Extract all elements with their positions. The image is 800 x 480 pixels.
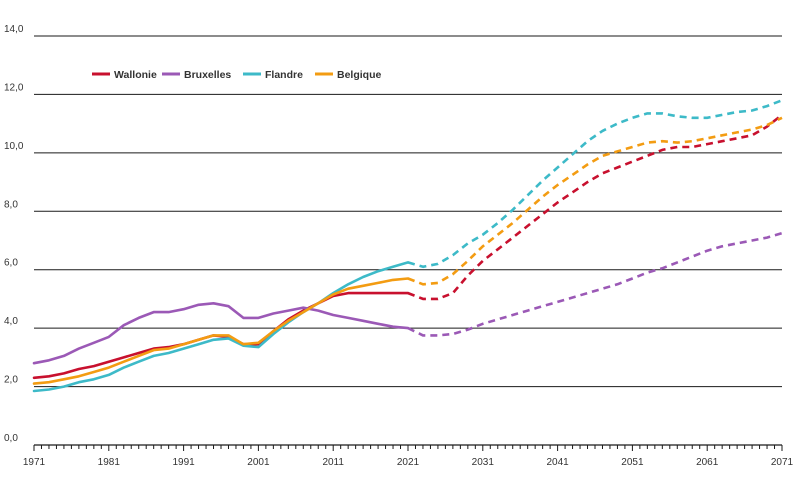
x-tick-label: 2031 bbox=[472, 457, 495, 468]
series-line-bruxelles-projection bbox=[407, 231, 783, 337]
x-tick-label: 1971 bbox=[23, 457, 46, 468]
legend-label-flandre: Flandre bbox=[265, 69, 303, 81]
legend-label-wallonie: Wallonie bbox=[114, 69, 157, 81]
legend-label-bruxelles: Bruxelles bbox=[184, 69, 231, 81]
y-tick-label: 14,0 bbox=[4, 24, 24, 35]
x-tick-label: 2011 bbox=[322, 457, 344, 468]
gridlines bbox=[34, 35, 782, 388]
x-tick-label: 2001 bbox=[247, 457, 270, 468]
x-tick-label: 2061 bbox=[696, 457, 719, 468]
x-tick-label: 1991 bbox=[172, 457, 195, 468]
y-tick-label: 0,0 bbox=[4, 433, 18, 444]
x-tick-label: 1981 bbox=[98, 457, 121, 468]
y-tick-label: 4,0 bbox=[4, 316, 18, 327]
series-layer bbox=[32, 99, 783, 393]
series-line-flandre-observed bbox=[32, 261, 410, 393]
y-tick-label: 8,0 bbox=[4, 199, 18, 210]
y-tick-label: 2,0 bbox=[4, 375, 18, 386]
y-axis: 0,0 2,0 4,0 6,0 8,0 10,0 12,0 14,0 bbox=[4, 24, 24, 444]
y-tick-label: 6,0 bbox=[4, 258, 18, 269]
series-line-wallonie-projection bbox=[407, 113, 783, 301]
x-axis: 1971 1981 1991 2001 2011 2021 2031 2041 2051 2061… bbox=[23, 444, 794, 468]
series-line-belgique-observed bbox=[32, 277, 410, 385]
y-tick-label: 12,0 bbox=[4, 82, 24, 93]
legend: Wallonie Bruxelles Flandre Belgique bbox=[92, 69, 381, 81]
y-tick-label: 10,0 bbox=[4, 141, 24, 152]
x-tick-label: 2051 bbox=[621, 457, 644, 468]
x-tick-label: 2071 bbox=[771, 457, 794, 468]
legend-label-belgique: Belgique bbox=[337, 69, 381, 81]
series-line-flandre-projection bbox=[407, 99, 783, 269]
x-tick-label: 2021 bbox=[397, 457, 420, 468]
series-line-belgique-projection bbox=[407, 116, 783, 286]
series-line-bruxelles-observed bbox=[32, 301, 410, 365]
x-tick-label: 2041 bbox=[546, 457, 569, 468]
